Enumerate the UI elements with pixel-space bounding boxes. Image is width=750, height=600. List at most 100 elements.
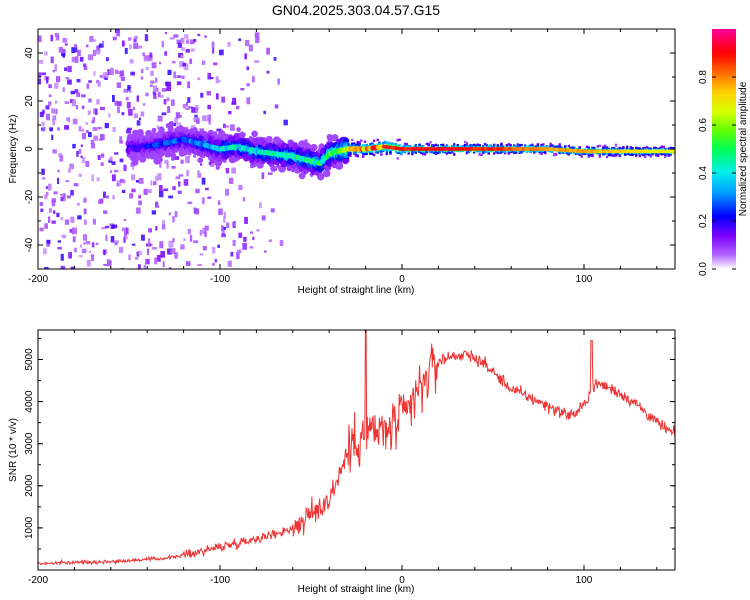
spectrogram-point: [121, 189, 126, 193]
y-tick-label: 5000: [24, 348, 35, 371]
spectrogram-point: [44, 266, 49, 269]
spectrogram-point: [662, 146, 665, 149]
spectrogram-point: [246, 97, 251, 105]
spectrogram-point: [425, 150, 429, 154]
spectrogram-point: [127, 85, 131, 91]
spectrogram-point: [389, 143, 392, 147]
spectrogram-point: [540, 152, 543, 155]
spectrogram-point: [544, 145, 547, 149]
spectrogram-point: [187, 201, 193, 205]
spectrogram-point: [558, 143, 561, 146]
spectrogram-point: [533, 145, 536, 148]
spectrogram-point: [604, 152, 607, 156]
spectrogram-point: [354, 154, 358, 157]
spectrogram-point: [42, 177, 46, 180]
spectrogram-point: [225, 125, 230, 128]
spectrogram-point: [58, 47, 64, 53]
y-tick-label: -40: [24, 237, 35, 252]
spectrogram-point: [383, 140, 387, 144]
spectrogram-point: [174, 117, 178, 124]
spectrogram-point: [152, 85, 158, 92]
spectrogram-point: [166, 161, 169, 169]
spectrogram-point: [414, 151, 418, 154]
spectrogram-point: [126, 129, 131, 134]
spectrogram-point: [162, 261, 165, 268]
spectrogram-point: [97, 127, 102, 130]
spectrogram-point: [124, 236, 128, 240]
spectrogram-point: [87, 110, 91, 115]
spectrogram-point: [635, 146, 638, 150]
spectrogram-point: [164, 159, 169, 164]
spectrogram-point: [168, 195, 174, 199]
spectrogram-point: [605, 155, 609, 159]
spectrogram-point: [387, 141, 390, 144]
spectrogram-point: [445, 145, 449, 148]
spectrogram-point: [72, 118, 78, 125]
spectrogram-point: [167, 69, 172, 75]
spectrogram-point: [159, 61, 161, 65]
spectrogram-point: [215, 93, 219, 100]
spectrogram-point: [97, 154, 101, 160]
spectrogram-point: [169, 37, 175, 40]
spectrogram-point: [362, 153, 365, 156]
spectrogram-point: [565, 152, 569, 155]
spectrogram-point: [81, 248, 87, 254]
spectrogram-point: [65, 180, 70, 183]
spectrogram-point: [598, 155, 601, 158]
spectrogram-point: [564, 145, 567, 148]
spectrogram-point: [356, 143, 359, 146]
spectrogram-point: [84, 219, 87, 225]
spectrogram-point: [133, 113, 138, 119]
spectrogram-point: [402, 150, 405, 153]
spectrogram-point: [78, 126, 82, 132]
spectrogram-point: [529, 150, 532, 153]
spectrogram-point: [207, 196, 212, 199]
spectrogram-point: [124, 47, 128, 54]
spectrogram-point: [423, 152, 427, 155]
spectrogram-point: [349, 152, 352, 155]
spectrogram-point: [106, 57, 109, 62]
spectrogram-point: [128, 254, 131, 261]
spectrogram-point: [625, 152, 629, 156]
colorbar-tick-label: 0.2: [698, 214, 709, 228]
spectrogram-point: [513, 145, 516, 149]
spectrogram-point: [573, 146, 576, 149]
spectrogram-point: [545, 145, 549, 148]
spectrogram-point: [503, 150, 507, 153]
spectrogram-point: [482, 151, 485, 154]
spectrogram-point: [465, 143, 469, 146]
spectrogram-point: [85, 130, 89, 133]
spectrogram-point: [434, 151, 438, 154]
spectrogram-point: [41, 72, 46, 76]
spectrogram-point: [57, 240, 61, 243]
spectrogram-point: [83, 208, 87, 215]
spectrogram-point: [176, 75, 181, 78]
spectrogram-point: [185, 261, 191, 266]
spectrogram-point: [170, 248, 176, 254]
spectrogram-point: [644, 155, 647, 159]
spectrogram-point: [587, 155, 590, 159]
spectrogram-point: [230, 251, 234, 257]
spectrogram-point: [362, 155, 365, 158]
spectrogram-point: [123, 219, 127, 221]
spectrogram-point: [358, 141, 361, 144]
spectrogram-point: [170, 156, 175, 161]
spectrogram-point: [231, 167, 236, 174]
spectrogram-point: [372, 139, 376, 142]
spectrogram-point: [514, 151, 518, 154]
colorbar-ticks: 0.0 0.2 0.4 0.6 0.8: [698, 70, 736, 276]
spectrogram-point: [92, 117, 96, 121]
spectrogram-point: [129, 59, 134, 64]
spectrogram-point: [105, 195, 110, 199]
spectrogram-point: [197, 157, 204, 164]
spectrogram-point: [152, 247, 157, 250]
spectrogram-point: [576, 152, 580, 155]
spectrogram-point: [42, 109, 45, 115]
spectrogram-point: [585, 145, 589, 148]
spectrogram-point: [638, 154, 641, 158]
spectrogram-point: [385, 150, 388, 153]
spectrogram-point: [131, 243, 136, 246]
spectrogram-point: [193, 117, 198, 123]
spectrogram-point: [164, 32, 167, 35]
spectrogram-point: [128, 37, 132, 41]
